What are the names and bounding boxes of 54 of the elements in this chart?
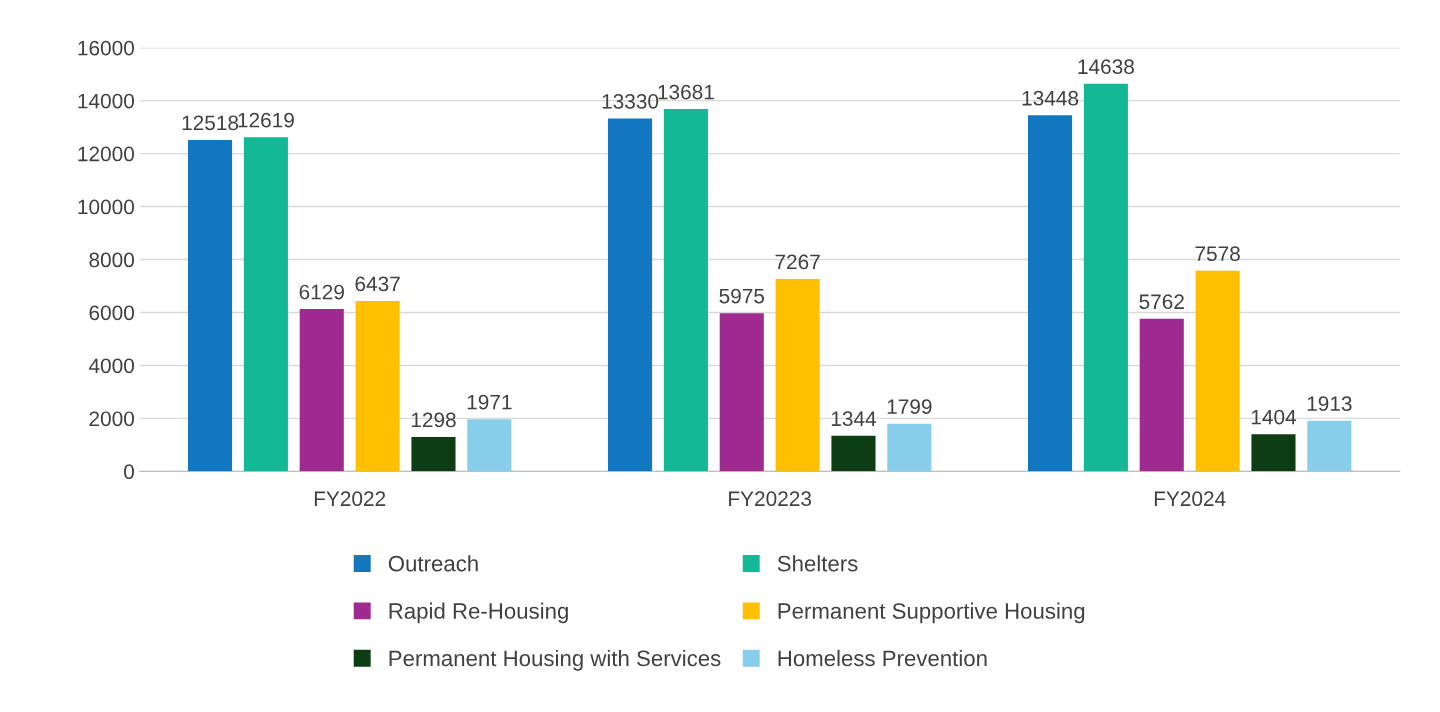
data-label: 1971 bbox=[467, 394, 512, 410]
bar bbox=[411, 436, 456, 472]
data-label: 5975 bbox=[719, 288, 765, 304]
y-tick-label: 8000 bbox=[89, 252, 135, 268]
bar bbox=[299, 309, 344, 472]
bar bbox=[467, 419, 512, 472]
bar bbox=[355, 300, 400, 472]
bar bbox=[607, 118, 653, 472]
bar bbox=[1139, 318, 1184, 472]
legend-label: Rapid Re-Housing bbox=[389, 602, 568, 624]
y-tick-label: 4000 bbox=[88, 358, 135, 374]
bar bbox=[1307, 420, 1352, 472]
data-label: 6129 bbox=[299, 284, 344, 300]
data-label: 1404 bbox=[1251, 409, 1297, 425]
x-tick-label: FY2024 bbox=[1154, 491, 1226, 507]
data-label: 6437 bbox=[355, 276, 400, 292]
data-label: 1344 bbox=[831, 411, 877, 427]
bar bbox=[719, 313, 764, 472]
bar bbox=[775, 278, 820, 472]
legend-label: Outreach bbox=[388, 555, 478, 572]
legend-label: Shelters bbox=[777, 555, 858, 572]
bar bbox=[831, 435, 876, 472]
bar bbox=[1195, 270, 1240, 472]
data-label: 13681 bbox=[658, 84, 714, 100]
data-label: 7578 bbox=[1195, 246, 1240, 262]
data-label: 1799 bbox=[887, 399, 932, 415]
data-label: 14638 bbox=[1078, 59, 1134, 75]
data-label: 1298 bbox=[411, 412, 456, 428]
y-tick-label: 14000 bbox=[78, 93, 135, 109]
legend-label: Permanent Supportive Housing bbox=[778, 602, 1085, 624]
bar bbox=[887, 423, 932, 472]
data-label: 7267 bbox=[775, 254, 820, 270]
x-tick-label: FY20223 bbox=[729, 491, 812, 507]
bar bbox=[1027, 115, 1073, 472]
bar bbox=[187, 139, 233, 472]
bar bbox=[1251, 434, 1296, 472]
data-label: 13448 bbox=[1022, 90, 1079, 106]
data-label: 12619 bbox=[238, 112, 294, 128]
bar bbox=[243, 137, 288, 472]
y-tick-label: 16000 bbox=[78, 40, 135, 56]
y-tick-label: 2000 bbox=[89, 411, 135, 427]
x-tick-label: FY2022 bbox=[314, 491, 386, 507]
data-label: 5762 bbox=[1139, 294, 1184, 310]
data-label: 12518 bbox=[182, 115, 239, 131]
y-tick-label: 10000 bbox=[78, 199, 135, 215]
legend-label: Homeless Prevention bbox=[778, 649, 987, 667]
y-tick-label: 0 bbox=[124, 464, 135, 480]
y-tick-label: 6000 bbox=[89, 305, 135, 321]
bar bbox=[1083, 83, 1128, 472]
legend-label: Permanent Housing with Services bbox=[389, 649, 721, 671]
y-tick-label: 12000 bbox=[78, 146, 135, 162]
bar bbox=[663, 109, 708, 472]
data-label: 1913 bbox=[1307, 396, 1352, 412]
data-label: 13330 bbox=[602, 93, 659, 109]
